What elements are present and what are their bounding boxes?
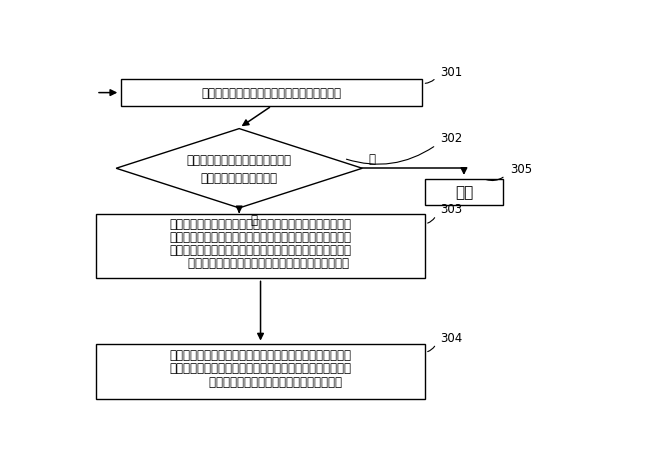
Text: 当所述目标路网内存在目标公交车时，调用与所述目标公交: 当所述目标路网内存在目标公交车时，调用与所述目标公交 bbox=[170, 218, 351, 231]
Text: 交车的车载终端，将优化后的所述配时方案发送至所述交通: 交车的车载终端，将优化后的所述配时方案发送至所述交通 bbox=[170, 362, 351, 375]
Text: 是: 是 bbox=[250, 214, 257, 227]
Text: 优化后的所述目标公交车的行驶速度和驻站时间以及位于所: 优化后的所述目标公交车的行驶速度和驻站时间以及位于所 bbox=[170, 244, 351, 257]
Text: 信号灯，以调节所述目标公交车的车头时距: 信号灯，以调节所述目标公交车的车头时距 bbox=[179, 375, 342, 388]
Text: 304: 304 bbox=[440, 331, 462, 344]
Text: 结束: 结束 bbox=[455, 185, 473, 200]
Text: 303: 303 bbox=[440, 203, 462, 216]
Polygon shape bbox=[116, 129, 362, 208]
Text: 305: 305 bbox=[511, 163, 533, 176]
Text: 根据所述交通信息确定所述目标路: 根据所述交通信息确定所述目标路 bbox=[187, 153, 292, 166]
Bar bbox=[96, 215, 425, 279]
Bar bbox=[121, 80, 422, 107]
Text: 述子路网的信号控制交叉口的交通信号灯的配时方案: 述子路网的信号控制交叉口的交通信号灯的配时方案 bbox=[172, 257, 349, 269]
Text: 车所在的子路网对应的混合整数二次规划模型并求解，得到: 车所在的子路网对应的混合整数二次规划模型并求解，得到 bbox=[170, 231, 351, 244]
Text: 将优化后的所述行驶速度和所述驻站时间发送至所述目标公: 将优化后的所述行驶速度和所述驻站时间发送至所述目标公 bbox=[170, 348, 351, 361]
Text: 网内是否存在目标公交车: 网内是否存在目标公交车 bbox=[201, 171, 278, 185]
Text: 302: 302 bbox=[440, 131, 462, 144]
Text: 否: 否 bbox=[368, 152, 375, 165]
Text: 在车路协同环境下，获取目标路网的交通信息: 在车路协同环境下，获取目标路网的交通信息 bbox=[202, 87, 342, 100]
Bar bbox=[425, 179, 503, 206]
Bar bbox=[96, 345, 425, 399]
Text: 301: 301 bbox=[440, 66, 462, 79]
